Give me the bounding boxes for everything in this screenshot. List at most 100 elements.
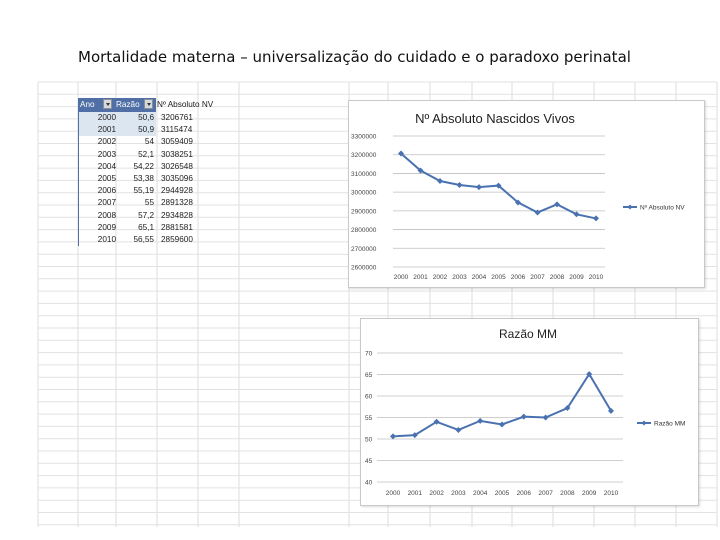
x-tick-label: 2008 [550, 274, 565, 281]
x-tick-label: 2007 [538, 490, 553, 497]
legend-label: Nº Absoluto NV [640, 205, 685, 212]
data-point [608, 407, 614, 414]
x-tick-label: 2002 [433, 274, 448, 281]
cell-ano[interactable]: 2006 [97, 186, 116, 196]
slide-title: Mortalidade materna – universalização do… [78, 48, 631, 66]
y-tick-label: 65 [365, 372, 373, 379]
data-point [499, 421, 505, 428]
cell-nv[interactable]: 2891328 [161, 198, 193, 208]
chart-razao-mm-plot: Razão MM 40 45 50 55 60 65 70 2000 2001 2002 2003 20… [365, 327, 685, 497]
cell-ano[interactable]: 2008 [97, 210, 116, 220]
cell-nv[interactable]: 3059409 [161, 137, 193, 147]
x-tick-label: 2005 [491, 274, 506, 281]
row-highlight [79, 112, 156, 125]
data-point [586, 371, 593, 378]
data-point [433, 418, 440, 425]
filter-dropdown-icon[interactable] [103, 99, 112, 109]
y-tick-label: 40 [365, 480, 373, 487]
x-tick-label: 2006 [517, 490, 532, 497]
x-tick-label: 2003 [451, 490, 466, 497]
x-tick-label: 2004 [472, 274, 487, 281]
cell-ano[interactable]: 2000 [97, 113, 116, 122]
cell-ano[interactable]: 2003 [97, 149, 116, 159]
data-point [495, 182, 502, 189]
data-point [456, 181, 463, 188]
cell-nv[interactable]: 2934828 [161, 210, 193, 220]
legend-marker [627, 204, 633, 210]
chart-razao-mm[interactable]: Razão MM 40 45 50 55 60 65 70 2000 2001 2002 2003 20… [360, 318, 699, 506]
x-tick-label: 2004 [473, 490, 488, 497]
chart-title: Nº Absoluto Nascidos Vivos [415, 111, 575, 126]
cell-ano[interactable]: 2002 [97, 137, 116, 147]
data-point [455, 426, 462, 433]
data-point [573, 211, 580, 218]
x-tick-label: 2001 [413, 274, 428, 281]
cell-ano[interactable]: 2004 [97, 161, 116, 171]
y-tick-label: 2900000 [351, 208, 377, 215]
cell-nv[interactable]: 2859600 [161, 235, 193, 244]
cell-ano[interactable]: 2001 [97, 125, 116, 135]
cell-nv[interactable]: 2881581 [161, 222, 193, 232]
data-point [477, 417, 484, 424]
cell-razao[interactable]: 53,38 [133, 174, 155, 183]
data-point [564, 405, 571, 412]
header-ano[interactable]: Ano [80, 100, 95, 109]
x-tick-label: 2009 [582, 490, 597, 497]
y-tick-label: 45 [365, 458, 373, 465]
cell-razao[interactable]: 54 [144, 137, 154, 147]
data-point [542, 414, 549, 421]
y-tick-label: 3100000 [351, 171, 377, 178]
header-razao[interactable]: Razão [116, 100, 140, 109]
x-tick-label: 2010 [589, 274, 604, 281]
x-tick-label: 2010 [604, 490, 619, 497]
x-tick-label: 2006 [511, 274, 526, 281]
cell-ano[interactable]: 2009 [97, 222, 116, 232]
cell-nv[interactable]: 3115474 [161, 125, 193, 135]
data-point [476, 184, 482, 191]
cell-razao[interactable]: 50,6 [138, 113, 154, 122]
cell-ano[interactable]: 2010 [97, 235, 116, 244]
y-tick-label: 3000000 [351, 190, 377, 197]
data-point [411, 432, 418, 439]
data-point [520, 413, 527, 420]
cell-razao[interactable]: 54,22 [133, 161, 155, 171]
cell-nv[interactable]: 2944928 [161, 186, 193, 196]
data-point [398, 150, 404, 157]
cell-nv[interactable]: 3038251 [161, 149, 193, 159]
cell-ano[interactable]: 2007 [97, 198, 116, 208]
selection-border [78, 112, 79, 247]
header-nv[interactable]: Nº Absoluto NV [157, 100, 214, 109]
y-tick-label: 55 [365, 415, 373, 422]
y-tick-label: 2700000 [351, 246, 377, 253]
y-tick-label: 3300000 [351, 134, 377, 141]
y-tick-label: 70 [365, 351, 373, 358]
x-tick-label: 2003 [452, 274, 467, 281]
y-tick-label: 2600000 [351, 265, 377, 272]
cell-nv[interactable]: 3035096 [161, 174, 193, 183]
cell-razao[interactable]: 57,2 [138, 210, 154, 220]
cell-razao[interactable]: 65,1 [138, 222, 154, 232]
data-point [437, 178, 443, 185]
legend-marker [641, 420, 647, 426]
row-highlight [79, 124, 156, 137]
chart-nascidos-vivos[interactable]: Nº Absoluto Nascidos Vivos 2600000 2700000… [348, 100, 705, 288]
data-point [554, 201, 560, 208]
cell-razao[interactable]: 55,19 [133, 186, 155, 196]
cell-nv[interactable]: 3206761 [161, 113, 193, 122]
legend-label: Razão MM [654, 421, 685, 428]
data-point [390, 433, 396, 440]
cell-razao[interactable]: 52,1 [138, 149, 154, 159]
cell-razao[interactable]: 50,9 [138, 125, 154, 135]
chart-title: Razão MM [499, 327, 557, 341]
cell-nv[interactable]: 3026548 [161, 161, 193, 171]
cell-ano[interactable]: 2005 [97, 174, 116, 183]
cell-razao[interactable]: 56,55 [133, 235, 155, 244]
cell-razao[interactable]: 55 [144, 198, 154, 208]
x-tick-label: 2000 [386, 490, 401, 497]
filter-dropdown-icon[interactable] [144, 99, 153, 109]
x-tick-label: 2000 [394, 274, 409, 281]
data-point [593, 215, 599, 222]
data-point [417, 167, 424, 174]
x-tick-label: 2009 [569, 274, 584, 281]
x-tick-label: 2005 [495, 490, 510, 497]
